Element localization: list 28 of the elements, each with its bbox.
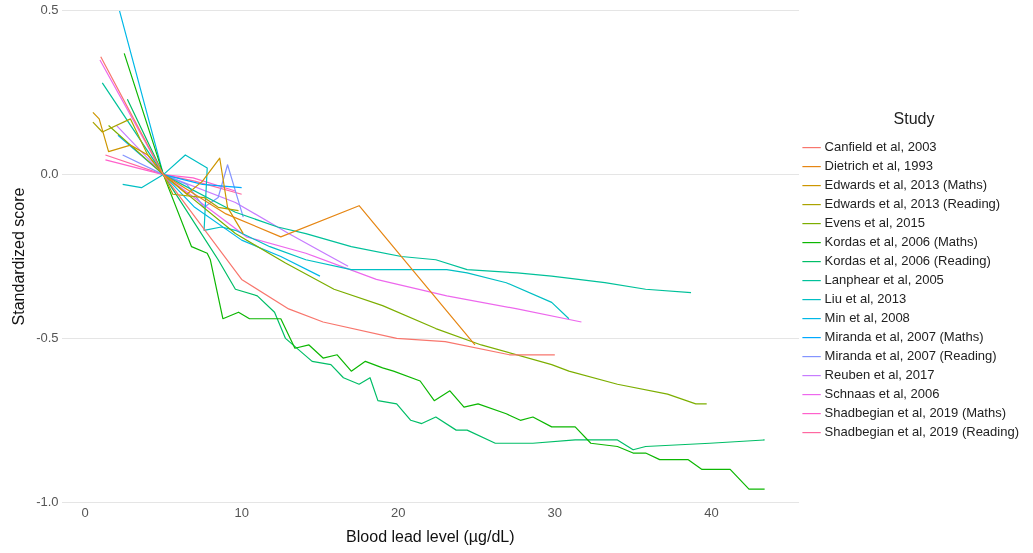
legend-label: Shadbegian et al, 2019 (Reading) (824, 424, 1020, 440)
legend-label: Miranda et al, 2007 (Maths) (824, 329, 984, 345)
x-tick-label: 30 (547, 504, 563, 520)
y-axis-title: Standardized score (10, 187, 28, 326)
x-tick-label: 0 (81, 504, 89, 520)
legend-label: Kordas et al, 2006 (Maths) (824, 234, 978, 250)
legend-label: Evens et al, 2015 (824, 215, 926, 231)
legend-label: Schnaas et al, 2006 (824, 386, 940, 402)
legend-label: Canfield et al, 2003 (824, 139, 937, 155)
legend-label: Edwards et al, 2013 (Maths) (824, 177, 988, 193)
y-tick-label: 0.0 (40, 166, 59, 182)
legend-label: Edwards et al, 2013 (Reading) (824, 196, 1001, 212)
x-tick-label: 40 (704, 504, 719, 520)
y-tick-label: -0.5 (36, 329, 59, 345)
legend-title: Study (893, 110, 935, 128)
legend-label: Miranda et al, 2007 (Reading) (824, 348, 997, 364)
legend-label: Kordas et al, 2006 (Reading) (824, 253, 991, 269)
legend-label: Reuben et al, 2017 (824, 367, 935, 383)
y-tick-label: 0.5 (40, 2, 59, 18)
legend-label: Min et al, 2008 (824, 310, 910, 326)
legend-label: Lanphear et al, 2005 (824, 272, 944, 288)
legend-label: Shadbegian et al, 2019 (Maths) (824, 405, 1006, 421)
y-tick-label: -1.0 (36, 493, 59, 509)
legend-label: Liu et al, 2013 (824, 291, 907, 307)
legend-label: Dietrich et al, 1993 (824, 158, 933, 174)
x-axis-title: Blood lead level (µg/dL) (346, 527, 515, 545)
x-tick-label: 10 (234, 504, 249, 520)
x-tick-label: 20 (391, 504, 406, 520)
